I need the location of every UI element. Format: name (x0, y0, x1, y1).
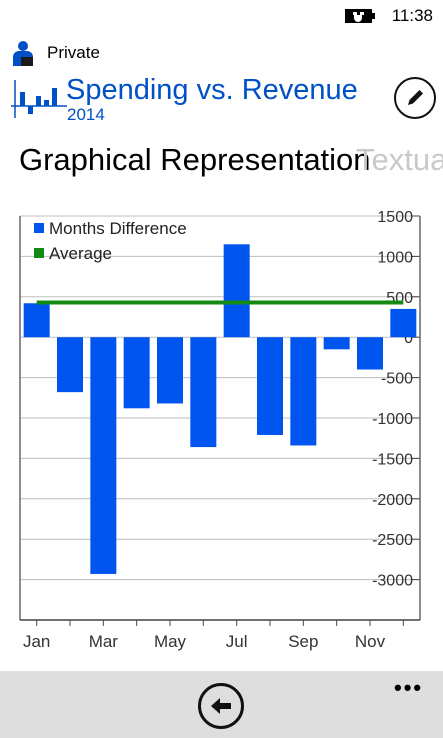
status-bar: 11:38 (0, 0, 443, 32)
y-tick-label: -500 (381, 371, 413, 388)
page-subtitle-year: 2014 (67, 105, 105, 124)
bar-jan (23, 303, 50, 338)
bar-chart-logo-icon (11, 80, 67, 118)
y-tick-label: 1000 (377, 249, 413, 266)
user-icon (13, 41, 33, 66)
back-button[interactable] (198, 683, 244, 729)
edit-button[interactable] (394, 77, 436, 119)
bar-mar (90, 337, 117, 574)
y-tick-label: -1500 (372, 451, 413, 468)
bar-chart: 150010005000-500-1000-1500-2000-2500-300… (19, 209, 421, 651)
more-options-button[interactable]: ••• (394, 675, 424, 700)
y-tick-label: 0 (404, 330, 413, 347)
tab-textual[interactable]: Textual (356, 142, 443, 177)
y-tick-label: -2500 (372, 532, 413, 549)
legend-swatch (34, 223, 44, 233)
app-bar: ••• (0, 671, 443, 738)
x-tick-label: Jan (23, 632, 50, 651)
bar-sep (290, 337, 317, 446)
page-title: Spending vs. Revenue (66, 74, 358, 106)
x-tick-label: Mar (89, 632, 119, 651)
y-tick-label: -2000 (372, 492, 413, 509)
bar-may (157, 337, 183, 404)
back-arrow-icon (211, 698, 231, 714)
legend-label: Months Difference (49, 219, 187, 238)
pencil-icon (408, 90, 423, 105)
bar-feb (57, 337, 83, 393)
x-tick-label: Jul (226, 632, 248, 651)
bar-dec (390, 308, 417, 338)
x-tick-label: Sep (288, 632, 318, 651)
account-label: Private (47, 43, 100, 62)
y-tick-label: 1500 (377, 209, 413, 226)
y-tick-label: -1000 (372, 411, 413, 428)
legend-label: Average (49, 244, 112, 263)
bar-jun (190, 337, 217, 448)
y-tick-label: -3000 (372, 573, 413, 590)
x-tick-label: Nov (355, 632, 386, 651)
bar-nov (357, 337, 383, 370)
bar-aug (257, 337, 283, 435)
account-indicator[interactable]: Private (12, 38, 100, 68)
x-tick-label: May (154, 632, 187, 651)
status-time: 11:38 (391, 6, 433, 25)
battery-charging-icon (345, 9, 375, 23)
bar-oct (323, 337, 350, 350)
bar-jul (223, 244, 250, 338)
tab-graphical-representation[interactable]: Graphical Representation (19, 142, 371, 177)
legend-swatch (34, 248, 44, 258)
bar-apr (123, 337, 150, 409)
